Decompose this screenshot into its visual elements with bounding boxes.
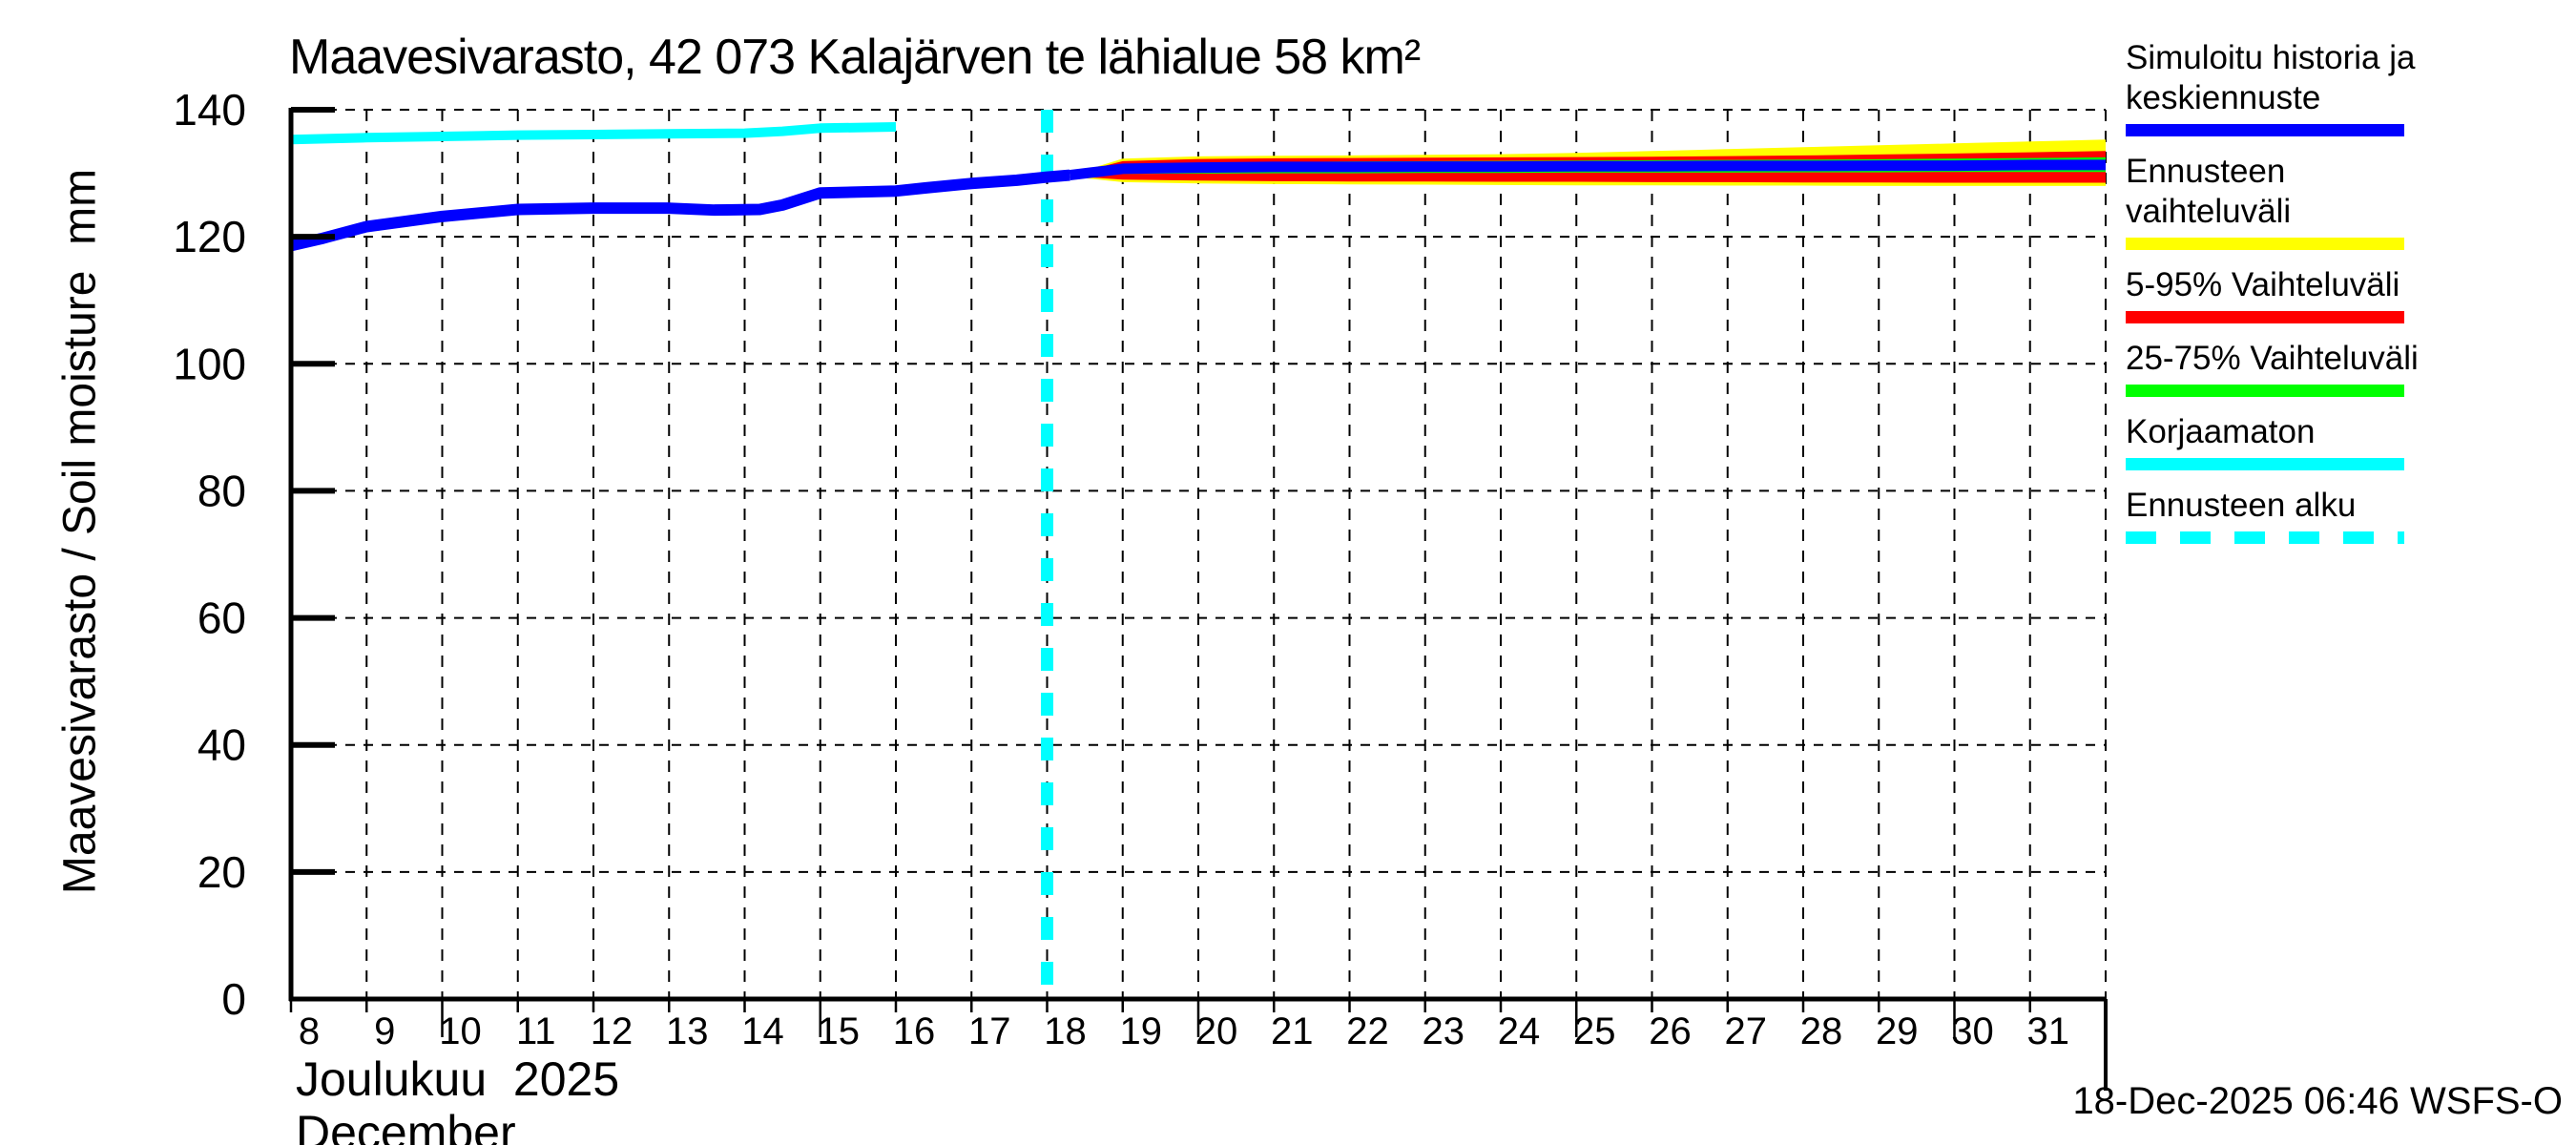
legend-line-sample [2126, 458, 2404, 470]
legend-label: Ennusteen alku [2126, 487, 2357, 524]
x-tick-label: 25 [1573, 1010, 1616, 1052]
x-tick-label: 29 [1876, 1010, 1919, 1052]
legend-line-sample [2126, 238, 2404, 250]
legend-label: 25-75% Vaihteluväli [2126, 340, 2419, 377]
x-tick-label: 16 [893, 1010, 936, 1052]
x-tick-label: 23 [1423, 1010, 1465, 1052]
x-axis-month-label-en: December [296, 1106, 516, 1145]
line-korjaamaton [290, 121, 897, 145]
y-tick-label: 80 [197, 466, 246, 515]
legend: Simuloitu historia ja keskiennuste Ennus… [2126, 38, 2469, 559]
legend-label: Ennusteen vaihteluväli [2126, 153, 2292, 230]
legend-item-forecast-start: Ennusteen alku [2126, 486, 2469, 544]
x-tick-label: 8 [299, 1010, 320, 1052]
x-tick-label: 12 [591, 1010, 634, 1052]
y-tick-label: 140 [173, 85, 246, 135]
x-tick-label: 17 [968, 1010, 1011, 1052]
x-tick-label: 26 [1649, 1010, 1692, 1052]
chart-title: Maavesivarasto, 42 073 Kalajärven te läh… [289, 30, 1421, 85]
x-tick-label: 10 [439, 1010, 482, 1052]
line-simuloitu-historia [289, 169, 1070, 252]
x-tick-label: 31 [2027, 1010, 2070, 1052]
y-tick-label: 100 [173, 339, 246, 388]
x-tick-label: 30 [1951, 1010, 1994, 1052]
legend-item-5-95: 5-95% Vaihteluväli [2126, 265, 2469, 323]
x-tick-label: 21 [1271, 1010, 1314, 1052]
line-keskiennuste [1069, 159, 2106, 181]
timestamp: 18-Dec-2025 06:46 WSFS-O [2072, 1080, 2563, 1122]
x-tick-label: 28 [1800, 1010, 1843, 1052]
y-tick-label: 120 [173, 212, 246, 261]
y-tick-label: 40 [197, 720, 246, 770]
x-tick-label: 24 [1498, 1010, 1541, 1052]
y-tick-label: 20 [197, 847, 246, 897]
x-tick-label: 13 [666, 1010, 709, 1052]
y-tick-label: 0 [221, 974, 246, 1024]
x-tick-label: 27 [1725, 1010, 1768, 1052]
x-tick-label: 18 [1044, 1010, 1087, 1052]
x-tick-label: 22 [1346, 1010, 1389, 1052]
legend-line-sample [2126, 385, 2404, 397]
x-tick-label: 15 [818, 1010, 861, 1052]
legend-item-25-75: 25-75% Vaihteluväli [2126, 339, 2469, 397]
x-tick-label: 20 [1195, 1010, 1238, 1052]
legend-line-sample [2126, 531, 2404, 544]
y-tick-label: 60 [197, 593, 246, 643]
legend-item-history: Simuloitu historia ja keskiennuste [2126, 38, 2469, 136]
legend-line-sample [2126, 124, 2404, 136]
x-tick-label: 9 [374, 1010, 395, 1052]
x-tick-label: 14 [741, 1010, 784, 1052]
legend-label: Simuloitu historia ja keskiennuste [2126, 39, 2416, 116]
legend-item-forecast-range: Ennusteen vaihteluväli [2126, 152, 2469, 250]
x-tick-label: 19 [1120, 1010, 1163, 1052]
y-axis-label: Maavesivarasto / Soil moisture mm [54, 168, 106, 895]
legend-line-sample [2126, 311, 2404, 323]
legend-label: 5-95% Vaihteluväli [2126, 266, 2400, 303]
x-tick-label: 11 [516, 1010, 556, 1052]
x-axis-month-label-fi: Joulukuu 2025 [296, 1052, 620, 1106]
legend-item-uncorrected: Korjaamaton [2126, 412, 2469, 470]
legend-label: Korjaamaton [2126, 413, 2316, 450]
